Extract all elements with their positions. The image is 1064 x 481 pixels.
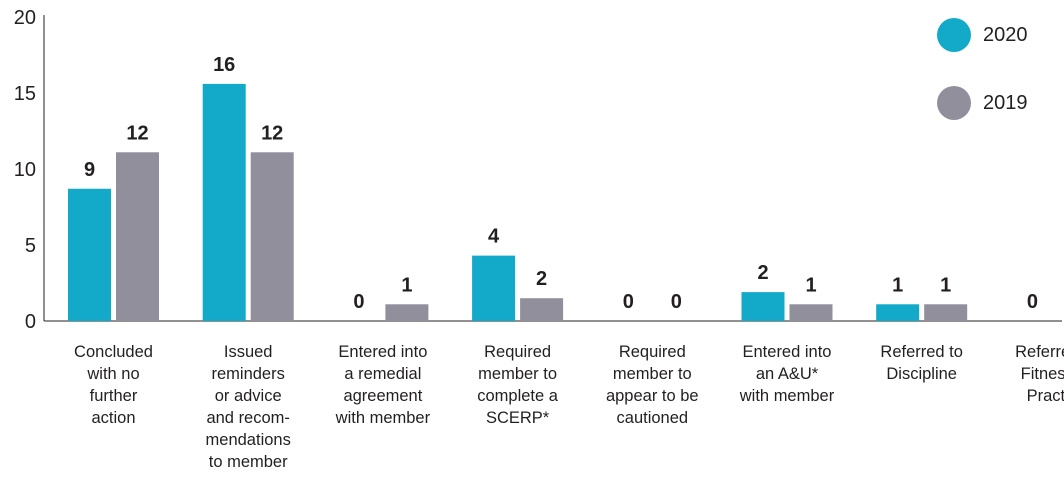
x-category-label-line: Issued bbox=[223, 343, 273, 361]
x-category-label-line: Required bbox=[618, 343, 686, 361]
data-label-2019-issued-reminders-or-advice-and-recom-mendations-to-member: 12 bbox=[261, 122, 283, 144]
data-label-2020-referred-to-fitness-to-practise: 0 bbox=[1027, 291, 1038, 313]
bar-2019-entered-into-a-remedial-agreement-with-member bbox=[385, 304, 429, 321]
data-label-2020-entered-into-a-remedial-agreement-with-member: 0 bbox=[353, 291, 364, 313]
x-category-label-line: and recom- bbox=[206, 409, 290, 427]
x-category-label-line: Fitness to bbox=[1020, 365, 1064, 383]
x-category-label-entered-into-a-remedial-agreement-with-member: Entered into a remedial agreement with memb… bbox=[323, 341, 443, 429]
y-tick-label: 5 bbox=[25, 235, 36, 257]
x-category-label-line: Concluded bbox=[74, 343, 153, 361]
bar-2019-issued-reminders-or-advice-and-recom-mendations-to-member bbox=[250, 152, 294, 321]
x-category-label-line: member to bbox=[612, 365, 692, 383]
x-category-label-line: reminders bbox=[211, 365, 285, 383]
x-category-label-line: further bbox=[89, 387, 138, 405]
x-category-label-line: Practise bbox=[1026, 387, 1064, 405]
x-category-label-required-member-to-complete-a-scerp: Required member to complete a SCERP* bbox=[458, 341, 578, 429]
x-category-label-referred-to-discipline: Referred to Discipline bbox=[862, 341, 982, 385]
y-tick-label: 15 bbox=[14, 83, 36, 105]
bar-2020-entered-into-an-a-u-with-member bbox=[741, 292, 785, 321]
x-category-label-line: or advice bbox=[214, 387, 282, 405]
data-label-2020-issued-reminders-or-advice-and-recom-mendations-to-member: 16 bbox=[213, 54, 235, 76]
bar-2019-entered-into-an-a-u-with-member bbox=[789, 304, 833, 321]
bar-2020-referred-to-discipline bbox=[876, 304, 920, 321]
x-category-label-line: agreement bbox=[343, 387, 423, 405]
x-category-label-referred-to-fitness-to-practise: Referred to Fitness to Practise bbox=[996, 341, 1064, 407]
bar-2019-concluded-with-no-further-action bbox=[116, 152, 159, 321]
data-label-2019-entered-into-a-remedial-agreement-with-member: 1 bbox=[401, 274, 412, 296]
y-tick-label: 10 bbox=[14, 159, 36, 181]
x-category-label-line: Required bbox=[484, 343, 552, 361]
x-category-label-line: Referred to bbox=[880, 343, 963, 361]
bar-2020-issued-reminders-or-advice-and-recom-mendations-to-member bbox=[202, 83, 246, 321]
x-category-label-concluded-with-no-further-action: Concluded with no further action bbox=[54, 341, 174, 429]
bar-2020-required-member-to-complete-a-scerp bbox=[472, 255, 516, 321]
x-category-label-line: Referred to bbox=[1015, 343, 1064, 361]
bar-2020-concluded-with-no-further-action bbox=[68, 188, 111, 321]
x-category-label-line: action bbox=[91, 409, 136, 427]
legend-label-2019: 2019 bbox=[983, 91, 1028, 114]
legend-swatch-2020 bbox=[937, 18, 971, 52]
data-label-2020-concluded-with-no-further-action: 9 bbox=[84, 159, 95, 181]
x-category-label-line: SCERP* bbox=[485, 409, 550, 427]
x-category-label-line: appear to be bbox=[605, 387, 699, 405]
x-category-label-line: cautioned bbox=[616, 409, 689, 427]
x-category-label-line: a remedial bbox=[344, 365, 422, 383]
data-label-2019-concluded-with-no-further-action: 12 bbox=[126, 122, 148, 144]
legend-label-2020: 2020 bbox=[983, 23, 1028, 46]
y-tick-label: 0 bbox=[25, 311, 36, 333]
legend-item-2020: 2020 bbox=[937, 18, 1028, 52]
x-category-label-entered-into-an-a-u-with-member: Entered into an A&U* with member bbox=[727, 341, 847, 407]
x-category-label-line: complete a bbox=[477, 387, 558, 405]
y-axis-ticks: 0 5 10 15 20 bbox=[14, 7, 36, 333]
chart-bars bbox=[68, 83, 968, 321]
data-label-2020-required-member-to-appear-to-be-cautioned: 0 bbox=[623, 291, 634, 313]
data-label-2020-referred-to-discipline: 1 bbox=[892, 274, 903, 296]
x-category-label-line: Entered into bbox=[742, 343, 832, 361]
bar-2019-required-member-to-complete-a-scerp bbox=[520, 298, 564, 321]
x-category-label-line: Discipline bbox=[886, 365, 957, 383]
x-category-label-line: to member bbox=[208, 453, 288, 471]
x-category-label-line: with member bbox=[739, 387, 835, 405]
x-category-label-line: an A&U* bbox=[755, 365, 819, 383]
x-category-label-line: member to bbox=[478, 365, 558, 383]
chart-axes bbox=[43, 15, 1062, 322]
y-tick-label: 20 bbox=[14, 7, 36, 29]
legend-item-2019: 2019 bbox=[937, 86, 1028, 120]
bar-2019-referred-to-discipline bbox=[924, 304, 968, 321]
x-category-label-line: with no bbox=[87, 365, 140, 383]
data-label-2019-required-member-to-complete-a-scerp: 2 bbox=[536, 268, 547, 290]
data-label-2019-referred-to-discipline: 1 bbox=[940, 274, 951, 296]
x-category-label-line: Entered into bbox=[338, 343, 428, 361]
x-category-label-line: mendations bbox=[205, 431, 291, 449]
legend-swatch-2019 bbox=[937, 86, 971, 120]
x-category-label-line: with member bbox=[335, 409, 431, 427]
x-category-label-issued-reminders-or-advice-and-recom-mendations-to-member: Issued reminders or advice and recom-mendat… bbox=[188, 341, 308, 473]
data-label-2020-required-member-to-complete-a-scerp: 4 bbox=[488, 226, 500, 248]
data-label-2019-entered-into-an-a-u-with-member: 1 bbox=[805, 274, 816, 296]
data-label-2019-required-member-to-appear-to-be-cautioned: 0 bbox=[671, 291, 682, 313]
x-category-label-required-member-to-appear-to-be-cautioned: Required member to appear to be cautioned bbox=[592, 341, 712, 429]
data-label-2020-entered-into-an-a-u-with-member: 2 bbox=[757, 262, 768, 284]
